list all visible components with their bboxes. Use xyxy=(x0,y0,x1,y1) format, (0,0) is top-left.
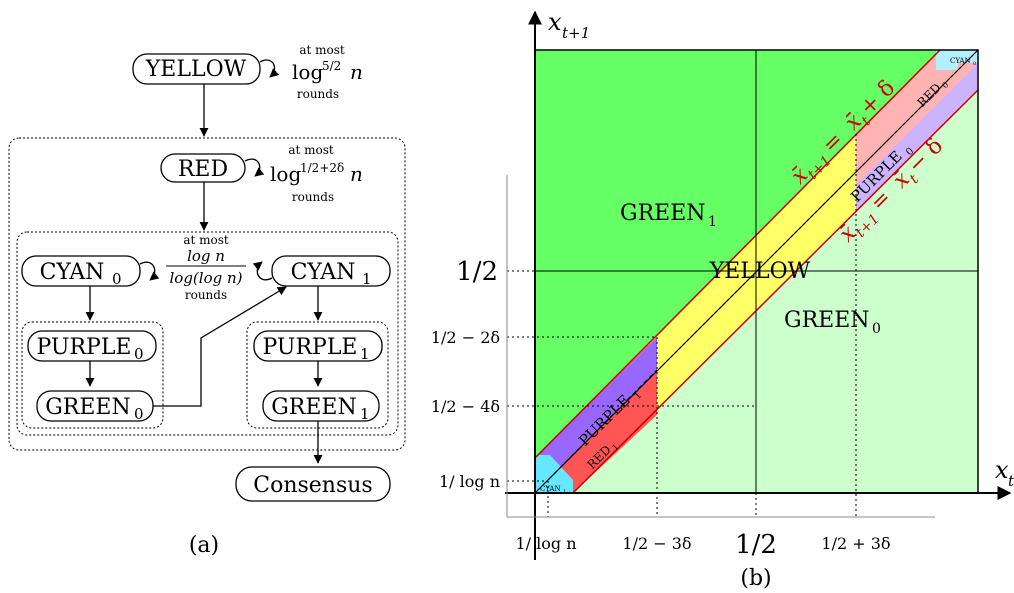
cyan-loop-numerator: log n xyxy=(187,247,225,265)
red-phase-group xyxy=(8,137,406,451)
x-tick-half: 1/2 xyxy=(735,530,777,560)
purple1-green1-group xyxy=(246,321,389,429)
x-tick-half-minus-3delta: 1/2 − 3δ xyxy=(622,534,691,553)
purple0-node-sub: 0 xyxy=(134,345,144,363)
green1-node xyxy=(262,390,380,422)
yellow-loop-line3: rounds xyxy=(297,87,339,101)
red-node xyxy=(160,153,246,183)
region-cyan1-sub: 1 xyxy=(563,489,566,495)
region-cyan1-label: CYAN xyxy=(540,485,561,493)
yellow-loop-line1: at most xyxy=(299,43,345,57)
y-tick-half: 1/2 xyxy=(456,257,498,287)
cyan-loop-line1: at most xyxy=(183,233,229,247)
region-cyan0-sub: 0 xyxy=(973,61,976,67)
cyan0-node-sub: 0 xyxy=(112,270,122,288)
cyan0-node xyxy=(21,255,141,287)
cyan1-self-loop xyxy=(252,261,273,281)
green1-node-sub: 1 xyxy=(360,405,370,423)
lower-boundary-line xyxy=(572,89,978,493)
red-self-loop xyxy=(244,158,265,177)
yellow-self-loop xyxy=(259,59,280,78)
region-cyan0 xyxy=(936,50,978,70)
region-green1-label: GREEN xyxy=(620,201,706,226)
yellow-node-label: YELLOW xyxy=(145,57,247,82)
yellow-loop-var: n xyxy=(350,60,363,84)
panel-a-caption: (a) xyxy=(189,533,219,558)
red-loop-line1: at most xyxy=(288,143,334,157)
red-loop-line3: rounds xyxy=(292,190,334,204)
upper-boundary-line xyxy=(535,50,941,459)
purple0-green0-group xyxy=(21,321,164,429)
cyan1-node-sub: 1 xyxy=(362,270,372,288)
yellow-loop-exponent: 5/2 xyxy=(322,59,341,73)
dashed-diagonal xyxy=(547,369,658,481)
y-tick-half-minus-2delta: 1/2 − 2δ xyxy=(431,328,500,347)
green0-node-sub: 0 xyxy=(134,405,144,423)
y-axis-label: x xyxy=(548,8,562,36)
region-red0-sub: 0 xyxy=(940,80,950,90)
x-axis-label-sub: t xyxy=(1008,472,1014,490)
green0-node-label: GREEN xyxy=(45,395,131,420)
consensus-node xyxy=(235,466,391,502)
panel-b-phase-plot: x t+1 x t 1/2 1/2 − 2δ 1/2 − 4δ 1/ log n… xyxy=(431,8,1014,591)
y-axis-label-sub: t+1 xyxy=(562,24,590,42)
region-cyan0-label: CYAN xyxy=(950,57,971,65)
edge-green0-cyan1 xyxy=(153,286,287,407)
purple0-node-label: PURPLE xyxy=(37,335,132,360)
red-node-label: RED xyxy=(178,157,228,182)
cyan1-node-label: CYAN xyxy=(291,260,356,285)
consensus-node-label: Consensus xyxy=(253,473,372,498)
cyan-loop-denominator: log(log n) xyxy=(170,269,243,287)
x-axis-label: x xyxy=(995,456,1009,484)
region-purple1 xyxy=(535,337,657,480)
cyan0-self-loop xyxy=(139,261,160,281)
panel-b-caption: (b) xyxy=(740,566,771,591)
cyan1-node xyxy=(271,255,391,287)
red-loop-exponent: 1/2+2δ xyxy=(300,161,344,175)
x-tick-half-plus-3delta: 1/2 + 3δ xyxy=(821,534,890,553)
region-green0-label: GREEN xyxy=(784,308,870,333)
region-red1-sub: 1 xyxy=(610,442,620,452)
cyan-phase-group xyxy=(16,231,399,436)
green1-node-label: GREEN xyxy=(271,395,357,420)
red-loop-log: log xyxy=(270,162,301,186)
purple1-node-label: PURPLE xyxy=(263,335,358,360)
cyan0-node-label: CYAN xyxy=(40,260,105,285)
red-loop-var: n xyxy=(350,162,363,186)
region-green0-sub: 0 xyxy=(872,321,881,337)
y-tick-1-over-logn: 1/ log n xyxy=(439,472,500,491)
panel-a-flowchart: YELLOW at most log 5/2 n rounds RED at m… xyxy=(8,43,406,558)
purple1-node-sub: 1 xyxy=(360,345,370,363)
region-purple0 xyxy=(856,63,978,212)
yellow-node xyxy=(132,53,261,85)
purple0-node xyxy=(27,330,157,362)
x-tick-1-over-logn: 1/ log n xyxy=(515,534,576,553)
region-green1-sub: 1 xyxy=(708,214,717,230)
cyan-loop-line3: rounds xyxy=(185,288,227,302)
y-tick-half-minus-4delta: 1/2 − 4δ xyxy=(431,397,500,416)
region-yellow-label: YELLOW xyxy=(709,259,811,284)
yellow-loop-log: log xyxy=(292,60,323,84)
